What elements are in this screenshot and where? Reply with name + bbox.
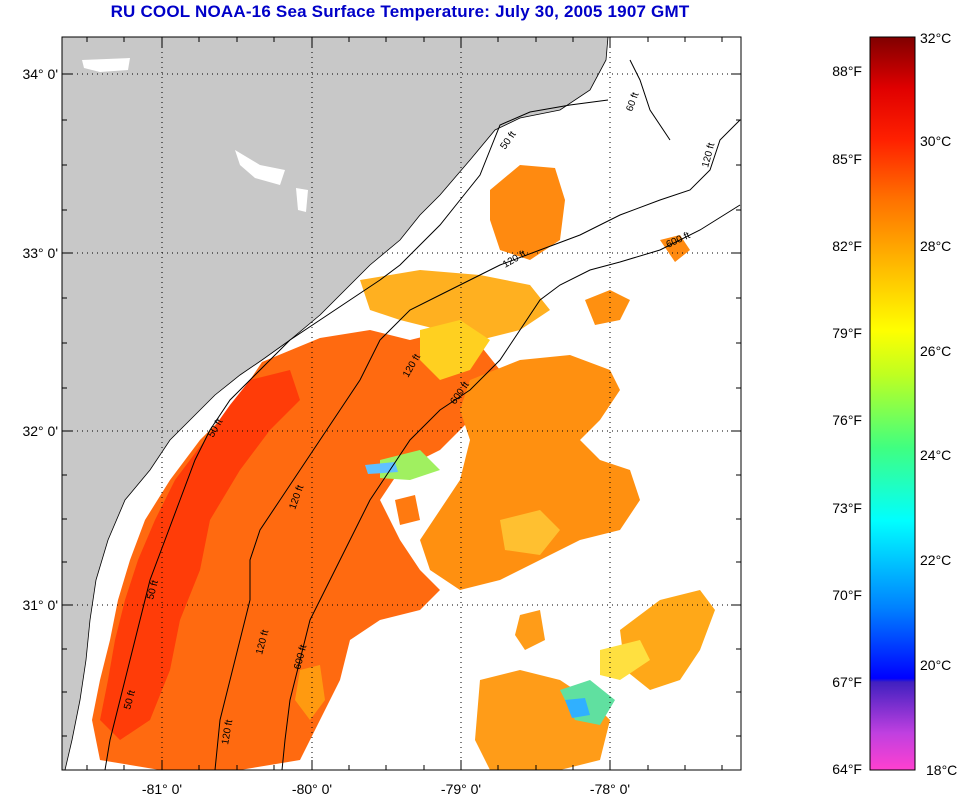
cb-f-label: 76°F bbox=[832, 412, 862, 428]
inland-water bbox=[82, 58, 130, 72]
latitude-labels: 34° 0' 33° 0' 32° 0' 31° 0' bbox=[22, 66, 58, 613]
cb-f-label: 79°F bbox=[832, 325, 862, 341]
cb-c-label: 20°C bbox=[920, 657, 951, 673]
cb-c-label: 24°C bbox=[920, 447, 951, 463]
cb-f-label: 73°F bbox=[832, 500, 862, 516]
lat-label: 34° 0' bbox=[22, 66, 58, 82]
contour-label: 50 ft bbox=[122, 689, 138, 711]
axis-ticks bbox=[62, 37, 741, 770]
cb-f-label: 88°F bbox=[832, 63, 862, 79]
contour-120ft bbox=[214, 119, 741, 770]
contour-label: 50 ft bbox=[145, 579, 161, 601]
cb-c-label: 32°C bbox=[920, 30, 951, 46]
bathymetry-contours bbox=[104, 59, 741, 770]
contour-60ft bbox=[629, 59, 671, 141]
cb-c-label: 18°C bbox=[926, 762, 957, 778]
cb-f-label: 82°F bbox=[832, 238, 862, 254]
lon-label: -79° 0' bbox=[441, 781, 481, 797]
colorbar bbox=[869, 36, 916, 771]
colorbar-celsius-labels: 32°C 30°C 28°C 26°C 24°C 22°C 20°C 18°C bbox=[920, 30, 957, 778]
lon-label: -80° 0' bbox=[292, 781, 332, 797]
sst-data-layer bbox=[92, 165, 715, 770]
inland-water bbox=[296, 188, 308, 212]
map-title: RU COOL NOAA-16 Sea Surface Temperature:… bbox=[110, 2, 690, 21]
contour-50ft bbox=[104, 99, 609, 770]
cb-c-label: 22°C bbox=[920, 552, 951, 568]
lon-label: -78° 0' bbox=[590, 781, 630, 797]
map-panel: 60 ft 50 ft 120 ft 600 ft 120 ft 120 ft … bbox=[62, 37, 741, 770]
lat-label: 32° 0' bbox=[22, 423, 58, 439]
cb-f-label: 70°F bbox=[832, 587, 862, 603]
map-frame bbox=[61, 36, 742, 771]
inland-water bbox=[235, 150, 285, 185]
cb-c-label: 26°C bbox=[920, 343, 951, 359]
lat-label: 33° 0' bbox=[22, 245, 58, 261]
cb-f-label: 64°F bbox=[832, 761, 862, 777]
cb-c-label: 28°C bbox=[920, 238, 951, 254]
gridlines bbox=[62, 37, 741, 770]
lat-label: 31° 0' bbox=[22, 597, 58, 613]
cb-f-label: 67°F bbox=[832, 674, 862, 690]
lon-label: -81° 0' bbox=[142, 781, 182, 797]
longitude-labels: -81° 0' -80° 0' -79° 0' -78° 0' bbox=[142, 781, 630, 797]
contour-label: 120 ft bbox=[220, 719, 235, 746]
land-area bbox=[62, 37, 609, 770]
cb-c-label: 30°C bbox=[920, 133, 951, 149]
cb-f-label: 85°F bbox=[832, 151, 862, 167]
colorbar-fahrenheit-labels: 88°F 85°F 82°F 79°F 76°F 73°F 70°F 67°F … bbox=[832, 63, 862, 777]
contour-600ft bbox=[281, 204, 741, 770]
